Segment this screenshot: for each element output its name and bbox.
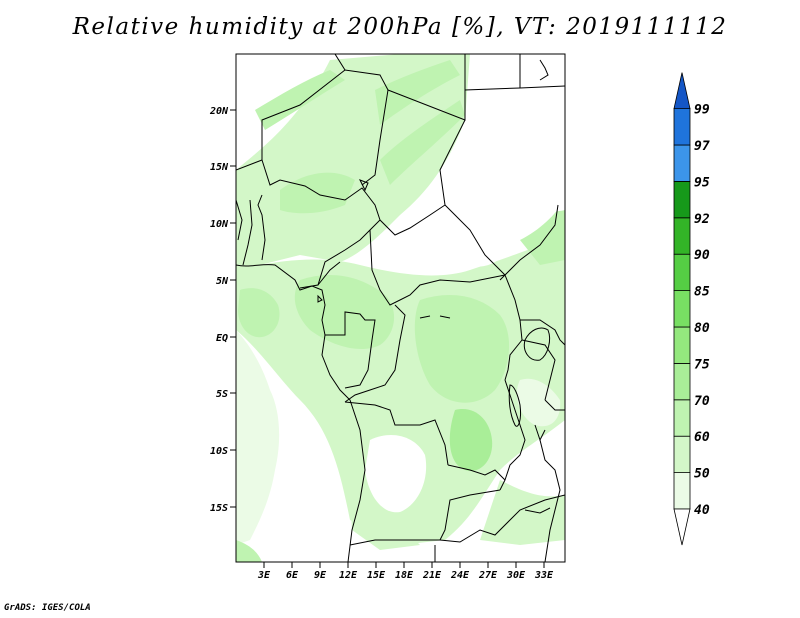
colorbar-label: 70 — [694, 394, 710, 409]
colorbar-label: 97 — [694, 139, 710, 154]
colorbar-swatch — [673, 253, 691, 291]
lon-label: 6E — [286, 570, 299, 581]
map-title: Relative humidity at 200hPa [%], VT: 201… — [72, 14, 728, 40]
lon-label: 33E — [534, 570, 554, 581]
colorbar-label: 60 — [694, 430, 710, 445]
lat-label: 5N — [216, 276, 229, 287]
lat-label: 10N — [210, 219, 229, 230]
colorbar-label: 99 — [694, 103, 710, 118]
colorbar-swatch — [673, 180, 691, 219]
colorbar-label: 90 — [694, 248, 710, 263]
lon-label: 27E — [478, 570, 498, 581]
lon-label: 18E — [395, 570, 414, 581]
lon-label: 3E — [257, 570, 271, 581]
lon-label: 30E — [506, 570, 526, 581]
lon-label: 12E — [339, 570, 358, 581]
colorbar-label: 92 — [694, 212, 710, 227]
colorbar-label: 75 — [694, 357, 710, 372]
colorbar-bottom-arrow — [673, 508, 691, 546]
lon-label: 15E — [367, 570, 386, 581]
lon-label: 24E — [450, 570, 470, 581]
humidity-field — [236, 54, 565, 562]
colorbar-swatch — [673, 435, 691, 474]
colorbar-swatch — [673, 326, 691, 364]
colorbar-swatch — [673, 108, 691, 146]
colorbar-swatch — [673, 362, 691, 401]
lon-label: 9E — [314, 570, 327, 581]
colorbar-label: 95 — [694, 175, 710, 190]
lat-label: EQ — [216, 333, 228, 344]
lat-label: 5S — [216, 389, 228, 400]
colorbar-top-arrow — [673, 72, 691, 109]
colorbar-label: 40 — [694, 503, 710, 518]
lat-label: 20N — [209, 106, 229, 117]
colorbar-label: 80 — [694, 321, 710, 336]
map-frame — [235, 53, 566, 563]
lat-label: 15N — [210, 162, 229, 173]
colorbar-label: 85 — [694, 285, 710, 300]
lat-label: 10S — [210, 446, 228, 457]
lon-label: 21E — [422, 570, 442, 581]
colorbar-swatch — [673, 217, 691, 255]
longitude-labels: 3E 6E 9E 12E 15E 18E 21E 24E 27E 30E 33E — [257, 570, 554, 581]
colorbar-swatch — [673, 472, 691, 510]
grads-credit: GrADS: IGES/COLA — [4, 603, 91, 613]
lat-label: 15S — [210, 503, 228, 514]
colorbar-swatch — [673, 144, 691, 182]
latitude-labels: 20N 15N 10N 5N EQ 5S 10S 15S — [209, 106, 229, 514]
map-ticks — [230, 109, 545, 568]
colorbar: 40 50 60 70 75 80 85 90 92 95 97 99 — [673, 72, 710, 546]
colorbar-swatch — [673, 290, 691, 328]
colorbar-label: 50 — [694, 467, 710, 482]
country-borders — [236, 54, 565, 562]
colorbar-swatch — [673, 399, 691, 437]
